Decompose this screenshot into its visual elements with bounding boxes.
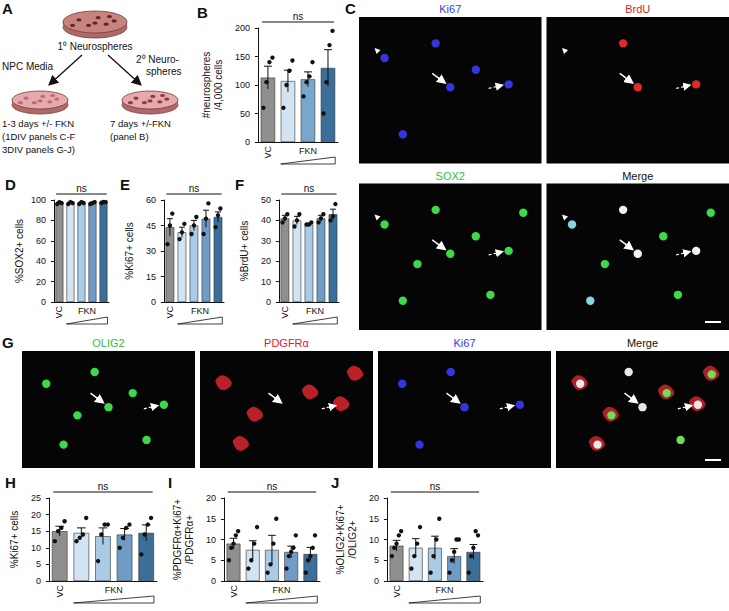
svg-text:FKN: FKN [191,306,209,316]
svg-text:NPC Media: NPC Media [2,61,54,72]
svg-text:0: 0 [36,576,41,586]
svg-text:7 days +/-FKN: 7 days +/-FKN [110,118,171,129]
svg-text:Merge: Merge [622,170,653,182]
svg-text:%SOX2+ cells: %SOX2+ cells [14,219,25,283]
svg-text:E: E [120,176,130,193]
svg-text:C: C [345,0,356,17]
svg-text:VC: VC [165,306,175,319]
svg-text:FKN: FKN [78,306,96,316]
svg-text:(panel B): (panel B) [110,131,149,142]
svg-text:FKN: FKN [273,585,291,595]
svg-text:0: 0 [245,137,250,147]
svg-text:30: 30 [261,236,271,246]
svg-text:30: 30 [146,246,156,256]
svg-text:50: 50 [261,195,271,205]
svg-text:15: 15 [369,514,379,524]
svg-text:G: G [2,334,14,351]
svg-text:BrdU: BrdU [625,3,650,15]
svg-text:45: 45 [146,221,156,231]
svg-text:150: 150 [235,52,250,62]
svg-text:/OLIG2+: /OLIG2+ [347,520,358,558]
svg-text:20: 20 [369,493,379,503]
svg-text:FKN: FKN [299,146,317,156]
svg-text:SOX2: SOX2 [436,170,465,182]
svg-text:60: 60 [146,195,156,205]
svg-text:VC: VC [392,585,402,598]
svg-text:0: 0 [211,576,216,586]
svg-text:0: 0 [266,297,271,307]
svg-text:VC: VC [263,146,273,159]
svg-text:15: 15 [206,514,216,524]
svg-text:A: A [2,0,13,17]
svg-text:FKN: FKN [436,585,454,595]
svg-text:FKN: FKN [105,585,123,595]
svg-text:5: 5 [374,555,379,565]
svg-text:0: 0 [41,297,46,307]
svg-text:I: I [168,474,172,491]
svg-text:10: 10 [31,543,41,553]
svg-text:F: F [235,176,244,193]
svg-text:ns: ns [189,183,200,194]
svg-text:ns: ns [430,481,441,492]
svg-text:15: 15 [31,526,41,536]
svg-text:(1DIV panels C-F: (1DIV panels C-F [2,131,76,142]
svg-text:ns: ns [293,11,304,22]
svg-text:ns: ns [267,481,278,492]
svg-text:5: 5 [211,555,216,565]
svg-text:10: 10 [206,535,216,545]
svg-text:5: 5 [36,559,41,569]
svg-text:FKN: FKN [306,306,324,316]
svg-text:%Ki67+ cells: %Ki67+ cells [124,222,135,280]
svg-text:B: B [197,4,208,21]
svg-text:PDGFRα: PDGFRα [264,337,310,349]
svg-text:#neurospheres: #neurospheres [201,52,212,119]
svg-text:ns: ns [76,183,87,194]
svg-text:%Ki67+ cells: %Ki67+ cells [9,511,20,569]
svg-text:VC: VC [229,585,239,598]
svg-text:%BrdU+ cells: %BrdU+ cells [239,221,250,281]
svg-text:0: 0 [374,576,379,586]
svg-text:80: 80 [36,215,46,225]
svg-text:OLIG2: OLIG2 [92,337,124,349]
svg-text:Ki67: Ki67 [453,337,475,349]
svg-text:3DIV panels G-J): 3DIV panels G-J) [2,144,75,155]
svg-text:100: 100 [31,195,46,205]
svg-text:1⁰ Neurospheres: 1⁰ Neurospheres [57,41,132,52]
svg-text:25: 25 [31,493,41,503]
svg-text:ns: ns [98,481,109,492]
svg-text:200: 200 [235,23,250,33]
svg-text:H: H [5,474,16,491]
svg-text:0: 0 [151,297,156,307]
svg-text:20: 20 [31,510,41,520]
svg-text:ns: ns [304,183,315,194]
svg-text:/4,000 cells: /4,000 cells [213,60,224,111]
svg-text:spheres: spheres [146,66,182,77]
svg-text:VC: VC [54,306,64,319]
svg-text:Ki67: Ki67 [439,3,461,15]
svg-text:20: 20 [36,277,46,287]
svg-text:%OLIG2+Ki67+: %OLIG2+Ki67+ [335,504,346,574]
svg-text:100: 100 [235,80,250,90]
svg-text:D: D [5,176,16,193]
svg-text:15: 15 [146,272,156,282]
svg-text:50: 50 [240,109,250,119]
svg-text:1-3 days +/- FKN: 1-3 days +/- FKN [2,118,74,129]
svg-text:%PDGFRα+Ki67+: %PDGFRα+Ki67+ [172,499,183,581]
svg-text:Merge: Merge [627,337,658,349]
svg-text:2⁰ Neuro-: 2⁰ Neuro- [136,54,179,65]
svg-text:40: 40 [36,256,46,266]
svg-text:20: 20 [206,493,216,503]
svg-text:VC: VC [280,306,290,319]
svg-text:VC: VC [55,585,65,598]
svg-text:J: J [331,474,339,491]
svg-text:60: 60 [36,236,46,246]
svg-text:/PDGFRα+: /PDGFRα+ [184,515,195,565]
svg-text:40: 40 [261,215,271,225]
svg-text:10: 10 [369,535,379,545]
svg-text:10: 10 [261,277,271,287]
svg-text:20: 20 [261,256,271,266]
